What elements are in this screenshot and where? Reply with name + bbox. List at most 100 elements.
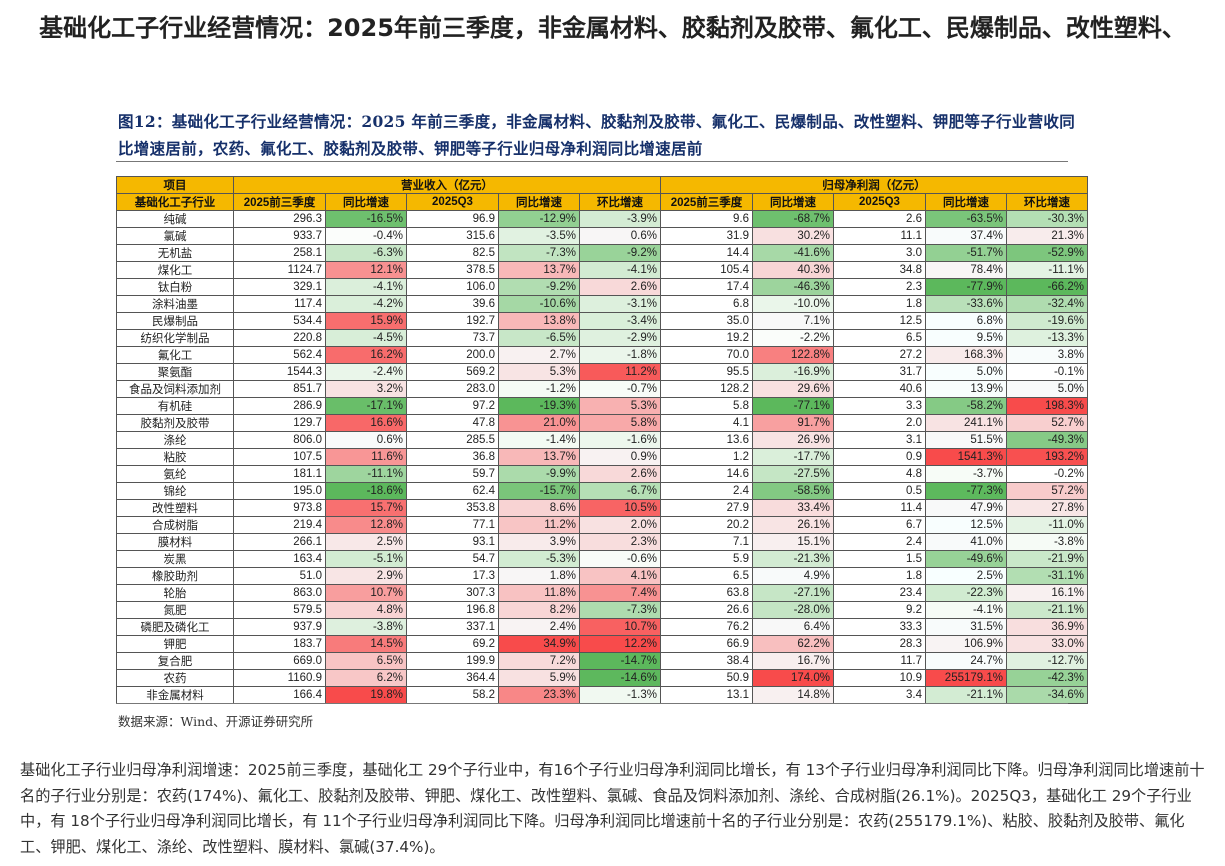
value-cell: 166.4 bbox=[233, 686, 326, 704]
growth-cell: -52.9% bbox=[1006, 244, 1088, 262]
growth-cell: -6.3% bbox=[325, 244, 407, 262]
growth-cell: 198.3% bbox=[1006, 397, 1088, 415]
value-cell: 6.5 bbox=[660, 567, 753, 585]
value-cell: 851.7 bbox=[233, 380, 326, 398]
value-cell: 806.0 bbox=[233, 431, 326, 449]
table-row: 胶黏剂及胶带 129.7 16.6% 47.8 21.0% 5.8% 4.1 91.7% 2.0… bbox=[116, 414, 1088, 432]
growth-cell: -17.7% bbox=[752, 448, 834, 466]
value-cell: 96.9 bbox=[406, 210, 499, 228]
growth-cell: 6.2% bbox=[325, 669, 407, 687]
value-cell: 378.5 bbox=[406, 261, 499, 279]
growth-cell: -58.2% bbox=[925, 397, 1007, 415]
value-cell: 19.2 bbox=[660, 329, 753, 347]
growth-cell: 5.3% bbox=[579, 397, 661, 415]
value-cell: 933.7 bbox=[233, 227, 326, 245]
growth-cell: -1.6% bbox=[579, 431, 661, 449]
source-note: 数据来源：Wind、开源证券研究所 bbox=[118, 714, 314, 729]
row-label: 有机硅 bbox=[116, 397, 234, 415]
growth-cell: -49.6% bbox=[925, 550, 1007, 568]
growth-cell: 30.2% bbox=[752, 227, 834, 245]
growth-cell: 2.7% bbox=[498, 346, 580, 364]
value-cell: 36.8 bbox=[406, 448, 499, 466]
growth-cell: -3.9% bbox=[579, 210, 661, 228]
table-row: 民爆制品 534.4 15.9% 192.7 13.8% -3.4% 35.0 7.1% 12.… bbox=[116, 312, 1088, 330]
growth-cell: -33.6% bbox=[925, 295, 1007, 313]
growth-cell: 16.1% bbox=[1006, 584, 1088, 602]
growth-cell: 33.4% bbox=[752, 499, 834, 517]
table-row: 氨纶 181.1 -11.1% 59.7 -9.9% 2.6% 14.6 -27.5% 4.8-… bbox=[116, 465, 1088, 483]
value-cell: 3.4 bbox=[833, 686, 926, 704]
growth-cell: -4.5% bbox=[325, 329, 407, 347]
table-row: 煤化工 1124.7 12.1% 378.5 13.7% -4.1% 105.4 40.3% 3… bbox=[116, 261, 1088, 279]
table-column-header: 基础化工子行业 2025前三季度 同比增速 2025Q3 同比增速 环比增速 2… bbox=[116, 193, 1088, 211]
value-cell: 163.4 bbox=[233, 550, 326, 568]
header-revenue-group: 营业收入（亿元） bbox=[233, 176, 661, 194]
value-cell: 3.3 bbox=[833, 397, 926, 415]
value-cell: 534.4 bbox=[233, 312, 326, 330]
value-cell: 1.2 bbox=[660, 448, 753, 466]
growth-cell: 5.8% bbox=[579, 414, 661, 432]
growth-cell: -4.1% bbox=[925, 601, 1007, 619]
growth-cell: -19.3% bbox=[498, 397, 580, 415]
table-row: 合成树脂 219.4 12.8% 77.1 11.2% 2.0% 20.2 26.1% 6.7 1… bbox=[116, 516, 1088, 534]
growth-cell: 41.0% bbox=[925, 533, 1007, 551]
value-cell: 199.9 bbox=[406, 652, 499, 670]
row-label: 胶黏剂及胶带 bbox=[116, 414, 234, 432]
table-row: 复合肥 669.0 6.5% 199.9 7.2% -14.7% 38.4 16.7% 11.7… bbox=[116, 652, 1088, 670]
growth-cell: -3.8% bbox=[1006, 533, 1088, 551]
value-cell: 200.0 bbox=[406, 346, 499, 364]
value-cell: 183.7 bbox=[233, 635, 326, 653]
row-label: 炭黑 bbox=[116, 550, 234, 568]
value-cell: 63.8 bbox=[660, 584, 753, 602]
row-label: 氟化工 bbox=[116, 346, 234, 364]
header-item: 项目 bbox=[116, 176, 234, 194]
growth-cell: 13.7% bbox=[498, 261, 580, 279]
growth-cell: 11.8% bbox=[498, 584, 580, 602]
growth-cell: -11.1% bbox=[1006, 261, 1088, 279]
growth-cell: 23.3% bbox=[498, 686, 580, 704]
growth-cell: -7.3% bbox=[579, 601, 661, 619]
table-row: 轮胎 863.0 10.7% 307.3 11.8% 7.4% 63.8 -27.1% 23.4… bbox=[116, 584, 1088, 602]
growth-cell: 12.8% bbox=[325, 516, 407, 534]
table-row: 纯碱 296.3 -16.5% 96.9 -12.9% -3.9% 9.6 -68.7% 2.6… bbox=[116, 210, 1088, 228]
value-cell: 7.1 bbox=[660, 533, 753, 551]
value-cell: 27.9 bbox=[660, 499, 753, 517]
value-cell: 1124.7 bbox=[233, 261, 326, 279]
growth-cell: 21.3% bbox=[1006, 227, 1088, 245]
row-label: 轮胎 bbox=[116, 584, 234, 602]
growth-cell: 52.7% bbox=[1006, 414, 1088, 432]
value-cell: 40.6 bbox=[833, 380, 926, 398]
row-label: 粘胶 bbox=[116, 448, 234, 466]
value-cell: 337.1 bbox=[406, 618, 499, 636]
column-header: 基础化工子行业 bbox=[116, 193, 234, 211]
value-cell: 266.1 bbox=[233, 533, 326, 551]
table-row: 氟化工 562.4 16.2% 200.0 2.7% -1.8% 70.0 122.8% 27.… bbox=[116, 346, 1088, 364]
column-header: 2025Q3 bbox=[406, 193, 499, 211]
figure-caption: 图12：基础化工子行业经营情况：2025 年前三季度，非金属材料、胶黏剂及胶带、… bbox=[118, 112, 1076, 158]
column-header: 2025前三季度 bbox=[233, 193, 326, 211]
growth-cell: -21.9% bbox=[1006, 550, 1088, 568]
growth-cell: 2.5% bbox=[925, 567, 1007, 585]
growth-cell: -21.1% bbox=[1006, 601, 1088, 619]
growth-cell: -12.9% bbox=[498, 210, 580, 228]
growth-cell: -1.2% bbox=[498, 380, 580, 398]
value-cell: 285.5 bbox=[406, 431, 499, 449]
growth-cell: -13.3% bbox=[1006, 329, 1088, 347]
row-label: 聚氨酯 bbox=[116, 363, 234, 381]
growth-cell: 3.9% bbox=[498, 533, 580, 551]
column-header: 2025Q3 bbox=[833, 193, 926, 211]
growth-cell: -15.7% bbox=[498, 482, 580, 500]
growth-cell: -3.4% bbox=[579, 312, 661, 330]
growth-cell: -18.6% bbox=[325, 482, 407, 500]
growth-cell: 5.0% bbox=[1006, 380, 1088, 398]
growth-cell: -4.1% bbox=[579, 261, 661, 279]
row-label: 非金属材料 bbox=[116, 686, 234, 704]
growth-cell: 12.2% bbox=[579, 635, 661, 653]
growth-cell: 13.9% bbox=[925, 380, 1007, 398]
growth-cell: 0.6% bbox=[325, 431, 407, 449]
growth-cell: 21.0% bbox=[498, 414, 580, 432]
growth-cell: 2.0% bbox=[579, 516, 661, 534]
table-row: 氯碱 933.7 -0.4% 315.6 -3.5% 0.6% 31.9 30.2% 11.1 3… bbox=[116, 227, 1088, 245]
value-cell: 283.0 bbox=[406, 380, 499, 398]
row-label: 锦纶 bbox=[116, 482, 234, 500]
